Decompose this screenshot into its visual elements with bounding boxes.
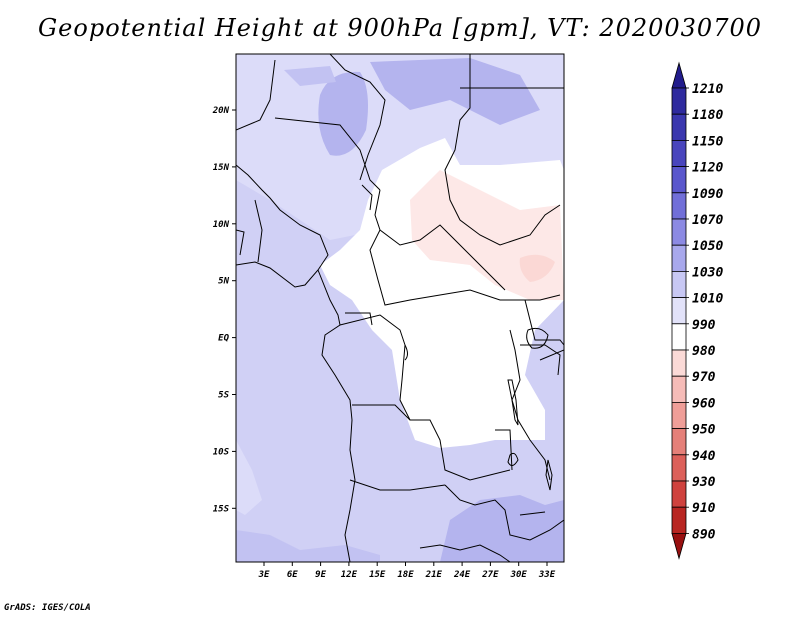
colorbar-bin — [671, 401, 687, 429]
lakes — [404, 327, 553, 516]
colorbar-label: 960 — [692, 396, 716, 411]
colorbar-label: 1180 — [692, 108, 723, 123]
colorbar-label: 1150 — [692, 134, 723, 149]
shading-pink-2 — [519, 254, 555, 282]
lon-label: 30E — [510, 570, 528, 580]
lat-label: 5N — [218, 277, 229, 287]
colorbar-label: 970 — [692, 370, 716, 385]
colorbar-bin — [671, 244, 687, 272]
colorbar-label: 1210 — [692, 82, 723, 97]
lon-label: 12E — [341, 570, 358, 580]
colorbar-label: 1120 — [692, 161, 723, 176]
lon-label: 6E — [287, 570, 298, 580]
shading-sahara-dark — [318, 71, 368, 156]
lon-label: 9E — [315, 570, 326, 580]
colorbar-label: 990 — [692, 318, 716, 333]
lon-label: 21E — [425, 570, 443, 580]
colorbar-label: 940 — [692, 449, 716, 464]
colorbar-bin — [671, 375, 687, 403]
colorbar-label: 1070 — [692, 213, 723, 228]
colorbar-bin — [671, 480, 687, 508]
shading-southwest-dark — [236, 530, 380, 562]
lat-label: EQ — [218, 334, 229, 344]
colorbar-bin — [671, 87, 687, 115]
colorbar-bin — [671, 323, 687, 351]
colorbar-label: 950 — [692, 423, 716, 438]
lat-label: 15S — [213, 504, 230, 514]
colorbar-top-arrow — [671, 61, 687, 89]
colorbar-label: 930 — [692, 475, 716, 490]
colorbar-label: 1030 — [692, 265, 723, 280]
shading-ocean-light — [236, 440, 262, 515]
shading-north-dark — [370, 58, 540, 125]
shading-north-dark-2 — [284, 66, 336, 86]
longitude-axis: 3E 6E 9E 12E 15E 18E 21E 24E 27E 30E 33E — [258, 562, 556, 580]
colorbar: 1210 1180 1150 1120 1090 1070 1050 1030 1010 990 9… — [671, 61, 723, 560]
colorbar-label: 1050 — [692, 239, 723, 254]
lon-label: 27E — [481, 570, 499, 580]
colorbar-bin — [671, 454, 687, 482]
colorbar-bin — [671, 270, 687, 298]
colorbar-label: 980 — [692, 344, 716, 359]
map-frame — [235, 53, 565, 563]
map-shading — [236, 54, 564, 562]
lat-label: 10N — [213, 220, 230, 230]
colorbar-label: 890 — [692, 527, 716, 542]
colorbar-label: 1090 — [692, 187, 723, 202]
lon-label: 3E — [258, 570, 270, 580]
colorbar-bin — [671, 166, 687, 194]
colorbar-bin — [671, 113, 687, 141]
colorbar-bin — [671, 428, 687, 456]
lat-label: 20N — [212, 106, 230, 116]
shading-south-dark — [440, 495, 564, 562]
colorbar-label: 1010 — [692, 292, 723, 307]
country-borders — [236, 54, 564, 562]
lat-label: 15N — [213, 163, 230, 173]
lon-label: 15E — [369, 570, 386, 580]
colorbar-bin — [671, 218, 687, 246]
colorbar-bin — [671, 349, 687, 377]
lon-label: 33E — [538, 570, 556, 580]
page-title: Geopotential Height at 900hPa [gpm], VT:… — [38, 14, 762, 42]
colorbar-bottom-arrow — [671, 533, 687, 560]
colorbar-bin — [671, 139, 687, 167]
grads-credit: GrADS: IGES/COLA — [4, 603, 91, 613]
colorbar-bin — [671, 506, 687, 534]
lon-label: 24E — [453, 570, 471, 580]
latitude-axis: 20N 15N 10N 5N EQ 5S 10S 15S — [212, 106, 236, 514]
lat-label: 10S — [213, 447, 230, 457]
lat-label: 5S — [218, 391, 229, 401]
colorbar-label: 910 — [692, 501, 716, 516]
colorbar-bin — [671, 192, 687, 220]
lon-label: 18E — [397, 570, 414, 580]
colorbar-bin — [671, 297, 687, 325]
